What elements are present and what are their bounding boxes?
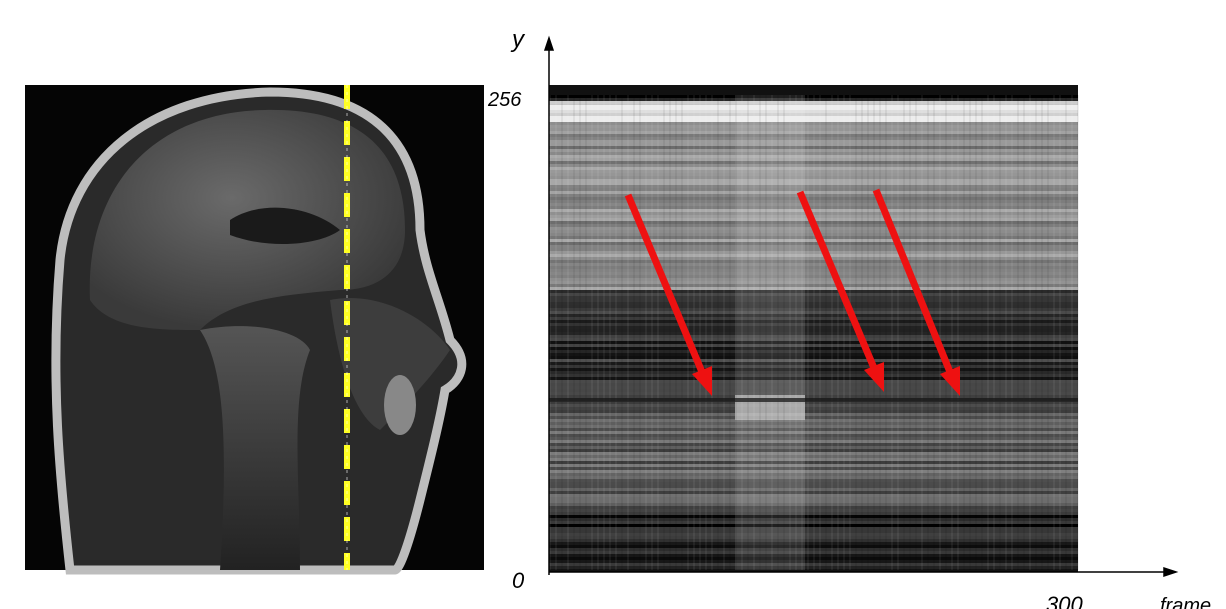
texture <box>597 95 599 570</box>
y-max-label: 256 <box>487 89 522 111</box>
texture <box>891 95 893 570</box>
texture <box>765 95 767 570</box>
x-axis-label: frame <box>1160 595 1211 609</box>
texture <box>1077 95 1079 570</box>
texture <box>915 95 917 570</box>
texture <box>1047 95 1049 570</box>
texture <box>1059 95 1061 570</box>
texture <box>951 95 953 570</box>
texture <box>975 95 977 570</box>
texture <box>879 95 881 570</box>
texture <box>903 95 905 570</box>
texture <box>777 95 779 570</box>
texture <box>831 95 833 570</box>
texture <box>633 95 635 570</box>
texture <box>807 95 809 570</box>
texture <box>579 95 581 570</box>
texture <box>603 95 605 570</box>
texture <box>1023 95 1025 570</box>
texture <box>957 95 959 570</box>
profile-image <box>549 85 1079 572</box>
texture <box>801 95 803 570</box>
texture <box>615 95 617 570</box>
texture <box>927 95 929 570</box>
texture <box>663 95 665 570</box>
texture <box>735 95 737 570</box>
texture <box>711 95 713 570</box>
texture <box>735 95 805 570</box>
texture <box>627 95 629 570</box>
texture <box>567 95 569 570</box>
texture <box>825 95 827 570</box>
texture <box>939 95 941 570</box>
texture <box>1005 95 1007 570</box>
texture <box>723 95 725 570</box>
texture <box>945 95 947 570</box>
texture <box>555 95 557 570</box>
texture <box>639 95 641 570</box>
texture <box>921 95 923 570</box>
texture <box>645 95 647 570</box>
texture <box>771 95 773 570</box>
x-max-label: 300 <box>1046 592 1083 609</box>
texture <box>1017 95 1019 570</box>
texture <box>987 95 989 570</box>
texture <box>1065 95 1067 570</box>
origin-label: 0 <box>512 568 525 593</box>
texture <box>969 95 971 570</box>
texture <box>1035 95 1037 570</box>
texture <box>849 95 851 570</box>
texture <box>699 95 701 570</box>
texture <box>1053 95 1055 570</box>
texture <box>843 95 845 570</box>
texture <box>867 95 869 570</box>
texture <box>573 95 575 570</box>
texture <box>729 95 731 570</box>
texture <box>585 95 587 570</box>
texture <box>621 95 623 570</box>
texture <box>561 95 563 570</box>
texture <box>741 95 743 570</box>
texture <box>753 95 755 570</box>
texture <box>819 95 821 570</box>
texture <box>669 95 671 570</box>
texture <box>657 95 659 570</box>
texture <box>981 95 983 570</box>
texture <box>759 95 761 570</box>
texture <box>717 95 719 570</box>
texture <box>651 95 653 570</box>
texture <box>1071 95 1073 570</box>
texture <box>795 95 797 570</box>
texture <box>549 398 1078 402</box>
texture <box>897 95 899 570</box>
texture <box>813 95 815 570</box>
mri-image <box>25 85 484 570</box>
texture <box>993 95 995 570</box>
texture <box>675 95 677 570</box>
texture <box>1011 95 1013 570</box>
texture <box>591 95 593 570</box>
y-axis-label: y <box>510 26 526 53</box>
texture <box>873 95 875 570</box>
texture <box>963 95 965 570</box>
texture <box>783 95 785 570</box>
texture <box>705 95 707 570</box>
texture <box>1041 95 1043 570</box>
texture <box>885 95 887 570</box>
texture <box>909 95 911 570</box>
texture <box>1029 95 1031 570</box>
texture <box>609 95 611 570</box>
texture <box>693 95 695 570</box>
texture <box>747 95 749 570</box>
texture <box>789 95 791 570</box>
texture <box>999 95 1001 570</box>
figure: y 256 0 300 frame <box>0 0 1226 609</box>
texture <box>837 95 839 570</box>
